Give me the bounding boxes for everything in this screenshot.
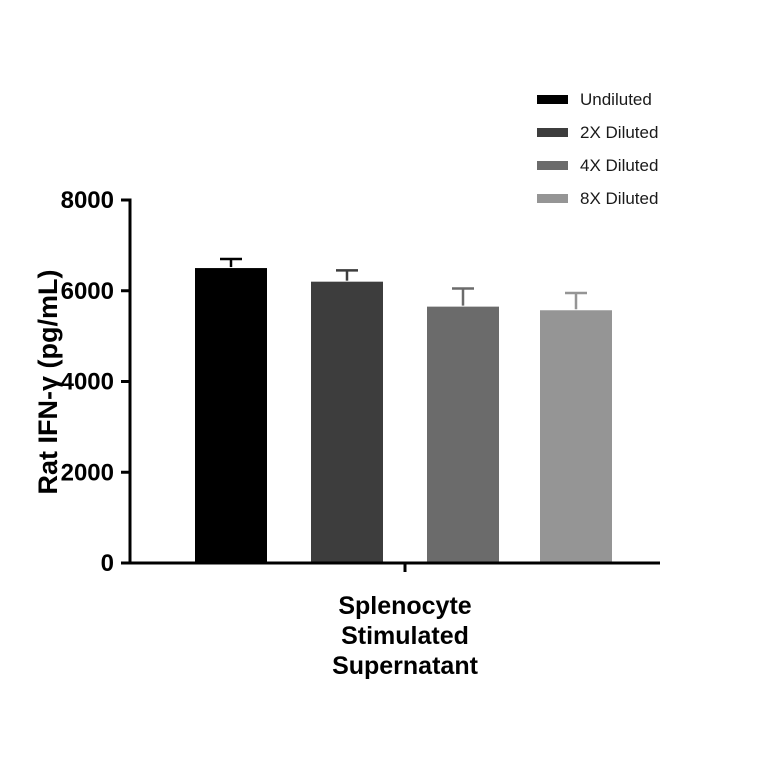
- chart-legend: Undiluted 2X Diluted 4X Diluted 8X Dilut…: [537, 90, 658, 208]
- legend-label-2x-diluted: 2X Diluted: [580, 122, 659, 142]
- legend-swatch-undiluted: [537, 95, 568, 104]
- bar-8x-diluted: [540, 310, 612, 563]
- y-tick-label: 6000: [61, 278, 114, 305]
- y-tick-label: 2000: [61, 459, 114, 486]
- legend-label-4x-diluted: 4X Diluted: [580, 155, 659, 175]
- bar-undiluted: [195, 268, 267, 563]
- legend-swatch-4x-diluted: [537, 161, 568, 170]
- legend-item-undiluted: Undiluted: [537, 90, 658, 109]
- legend-swatch-2x-diluted: [537, 128, 568, 137]
- y-tick-label: 4000: [61, 369, 114, 396]
- legend-item-4x-diluted: 4X Diluted: [537, 156, 658, 175]
- bar-4x-diluted: [427, 306, 499, 563]
- y-tick-label: 8000: [61, 187, 114, 214]
- x-axis-label: Splenocyte Stimulated Supernatant: [332, 592, 479, 680]
- bar-2x-diluted: [311, 281, 383, 563]
- legend-label-8x-diluted: 8X Diluted: [580, 188, 659, 208]
- legend-label-undiluted: Undiluted: [580, 89, 652, 109]
- legend-swatch-8x-diluted: [537, 194, 568, 203]
- legend-item-8x-diluted: 8X Diluted: [537, 189, 658, 208]
- y-tick-label: 0: [101, 550, 114, 577]
- y-axis-title: Rat IFN-γ (pg/mL): [33, 270, 63, 495]
- legend-item-2x-diluted: 2X Diluted: [537, 123, 658, 142]
